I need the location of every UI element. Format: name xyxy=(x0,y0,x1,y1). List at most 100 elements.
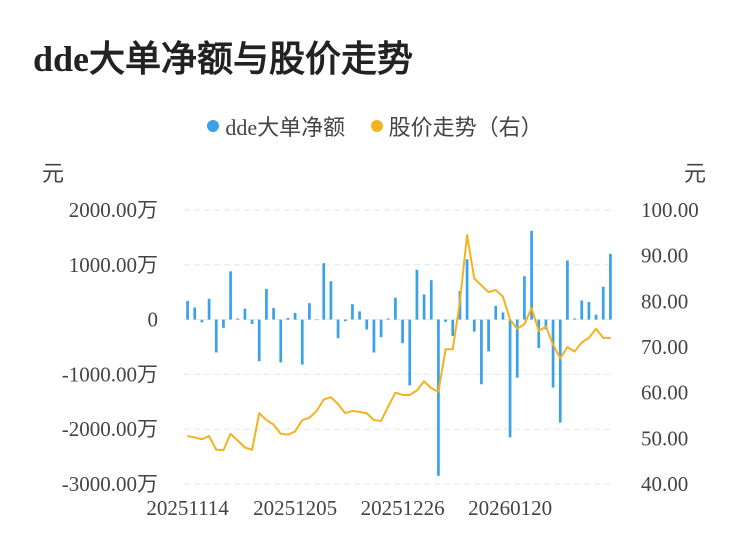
dde-bar xyxy=(422,294,426,320)
right-tick-label: 90.00 xyxy=(641,244,688,268)
price-point xyxy=(394,391,397,394)
dde-bar xyxy=(257,319,261,362)
left-tick-label: -1000.00万 xyxy=(62,362,158,386)
dde-bar xyxy=(286,317,290,320)
x-tick-label: 20251205 xyxy=(253,496,337,520)
price-point xyxy=(430,387,433,389)
price-point xyxy=(315,410,318,412)
price-point xyxy=(258,412,261,415)
price-point xyxy=(487,291,490,294)
dde-bar xyxy=(566,260,569,320)
dde-bar xyxy=(580,300,584,320)
left-tick-label: 2000.00万 xyxy=(69,198,158,222)
dde-bar xyxy=(343,319,347,322)
price-point xyxy=(272,423,275,426)
price-point xyxy=(588,337,590,339)
dde-bar xyxy=(573,318,576,320)
price-point xyxy=(545,325,547,328)
price-point xyxy=(301,419,304,421)
dde-bar xyxy=(386,318,390,320)
right-tick-label: 70.00 xyxy=(641,335,688,359)
dde-bar xyxy=(193,307,197,320)
price-point xyxy=(208,435,210,437)
price-point xyxy=(380,420,382,422)
price-point xyxy=(552,343,554,346)
x-tick-label: 20251114 xyxy=(146,496,229,520)
dde-bar xyxy=(214,319,218,353)
legend-label-dde: dde大单净额 xyxy=(225,115,346,140)
price-point xyxy=(602,337,605,339)
dde-bar xyxy=(501,312,505,320)
dde-bar xyxy=(272,308,275,320)
left-tick-label: -2000.00万 xyxy=(62,417,158,441)
price-point xyxy=(337,403,339,405)
dde-bar xyxy=(594,314,598,320)
price-point xyxy=(459,300,461,303)
legend-label-price: 股价走势（右） xyxy=(388,115,543,140)
legend-dot-price-icon xyxy=(370,120,383,132)
right-tick-label: 40.00 xyxy=(641,472,688,496)
chart-title: dde大单净额与股价走势 xyxy=(33,39,414,79)
price-point xyxy=(523,323,526,325)
dde-bar xyxy=(372,319,376,353)
price-point xyxy=(509,318,511,321)
price-point xyxy=(466,234,468,236)
price-point xyxy=(222,449,225,452)
dde-bar xyxy=(365,319,369,330)
price-point xyxy=(480,284,483,287)
dde-bar xyxy=(437,319,440,476)
dde-bar xyxy=(322,263,326,320)
price-point xyxy=(373,419,375,421)
dde-bar xyxy=(601,286,605,320)
dde-bar xyxy=(408,319,412,386)
left-tick-label: 0 xyxy=(148,308,159,332)
legend-item-dde[interactable]: dde大单净额 xyxy=(207,110,345,142)
price-point xyxy=(308,416,311,419)
legend-item-price[interactable]: 股价走势（右） xyxy=(370,110,543,142)
dde-bar xyxy=(358,311,361,320)
dde-bar xyxy=(379,319,383,338)
dde-bar xyxy=(415,269,419,320)
price-point xyxy=(236,439,239,442)
dde-bar xyxy=(444,319,447,322)
x-tick-label: 20260120 xyxy=(468,496,552,520)
x-tick-label: 20251226 xyxy=(361,496,445,520)
price-point xyxy=(566,346,569,348)
price-point xyxy=(580,341,583,344)
price-point xyxy=(229,432,232,435)
price-line xyxy=(187,234,611,452)
price-point xyxy=(401,394,404,396)
price-point xyxy=(516,327,519,330)
price-point xyxy=(416,389,418,392)
price-point xyxy=(573,350,576,353)
dde-bar xyxy=(537,319,541,349)
price-point xyxy=(408,394,411,396)
right-tick-label: 50.00 xyxy=(641,426,688,450)
right-tick-label: 100.00 xyxy=(641,198,699,222)
dde-bar xyxy=(279,319,283,363)
dde-bar xyxy=(515,319,519,378)
dde-bar xyxy=(265,288,268,320)
dde-bar xyxy=(587,302,591,320)
dde-bar xyxy=(336,319,340,339)
price-point xyxy=(351,410,354,412)
dde-bar xyxy=(465,259,469,320)
dde-bar xyxy=(487,319,490,352)
price-point xyxy=(251,448,253,451)
right-tick-label: 80.00 xyxy=(641,289,688,313)
dde-bar xyxy=(401,319,404,344)
price-point xyxy=(437,390,440,393)
price-point xyxy=(186,435,189,437)
right-tick-label: 60.00 xyxy=(641,381,688,405)
dde-bar xyxy=(329,281,333,320)
dde-bar xyxy=(200,319,204,323)
dde-bar xyxy=(315,319,318,321)
price-point xyxy=(595,327,597,330)
dde-bar xyxy=(308,303,311,320)
dde-bar xyxy=(530,230,533,320)
price-point xyxy=(494,289,497,291)
dde-bar xyxy=(551,319,555,388)
dde-bar xyxy=(451,319,455,337)
left-tick-label: 1000.00万 xyxy=(69,253,158,277)
